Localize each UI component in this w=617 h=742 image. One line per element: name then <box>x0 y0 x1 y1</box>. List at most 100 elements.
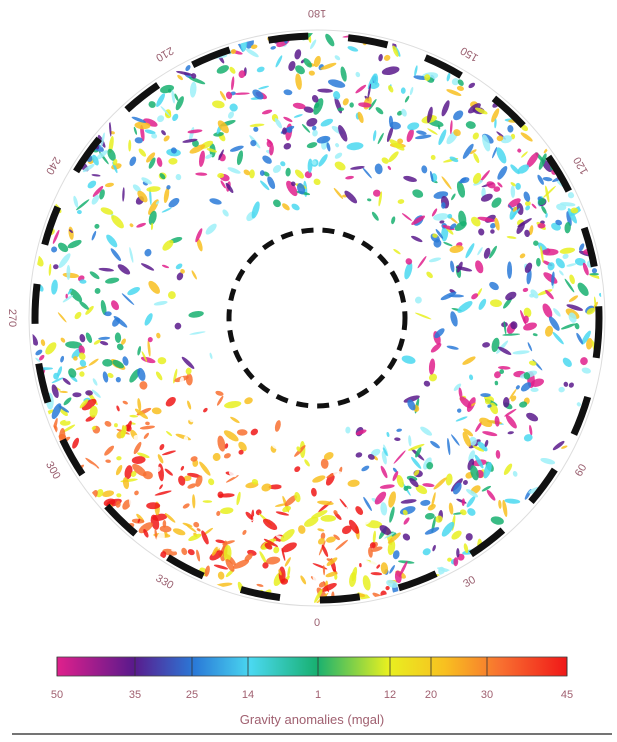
anomaly-patch <box>498 500 502 509</box>
anomaly-patch <box>427 128 438 136</box>
longitude-label: 60 <box>573 462 590 479</box>
anomaly-patch <box>128 247 134 263</box>
anomaly-patch <box>228 102 239 113</box>
anomaly-patch <box>459 508 468 516</box>
anomaly-patch <box>162 134 170 142</box>
anomaly-patch <box>84 332 93 344</box>
anomaly-patch <box>186 373 193 385</box>
anomaly-patch <box>57 312 67 323</box>
anomaly-patch <box>215 63 230 75</box>
anomaly-patch <box>192 494 196 508</box>
anomaly-patch <box>567 191 576 200</box>
anomaly-patch <box>271 198 282 209</box>
anomaly-patch <box>403 175 418 183</box>
anomaly-patch <box>396 428 402 432</box>
anomaly-patch <box>519 252 526 259</box>
anomaly-patch <box>552 307 562 318</box>
anomaly-patch <box>317 88 333 93</box>
longitude-label: 210 <box>154 44 176 64</box>
anomaly-patch <box>496 165 510 182</box>
anomaly-patch <box>507 261 512 279</box>
anomaly-patch <box>432 544 437 551</box>
anomaly-patch <box>231 483 245 493</box>
anomaly-patch <box>544 325 554 338</box>
anomaly-patch <box>109 247 122 262</box>
anomaly-patch <box>158 443 165 451</box>
anomaly-patch <box>335 539 349 551</box>
anomaly-patch <box>48 264 51 276</box>
anomaly-patch <box>446 438 451 455</box>
anomaly-patch <box>260 170 265 176</box>
anomaly-patch <box>576 401 582 407</box>
anomaly-patch <box>165 430 172 437</box>
anomaly-patch <box>372 530 376 543</box>
anomaly-patch <box>168 291 177 300</box>
anomaly-patch <box>387 84 395 93</box>
anomaly-patch <box>345 554 351 572</box>
anomaly-patch <box>347 479 360 487</box>
anomaly-patch <box>507 431 514 435</box>
anomaly-patch <box>115 464 124 476</box>
anomaly-patch <box>378 54 384 62</box>
anomaly-patch <box>345 175 354 180</box>
anomaly-patch <box>512 350 529 355</box>
anomaly-patch <box>566 263 576 268</box>
anomaly-patch <box>161 207 172 213</box>
anomaly-patch <box>82 433 91 445</box>
anomaly-patch <box>104 233 119 249</box>
anomaly-patch <box>542 176 552 181</box>
anomaly-patch <box>408 435 412 447</box>
anomaly-patch <box>575 281 590 298</box>
anomaly-patch <box>137 346 142 356</box>
anomaly-patch <box>53 264 59 269</box>
anomaly-patch <box>429 440 441 450</box>
anomaly-patch <box>256 66 265 74</box>
anomaly-patch <box>156 114 166 124</box>
anomaly-patch <box>215 582 233 588</box>
anomaly-patch <box>504 498 520 504</box>
anomaly-patch <box>380 156 390 165</box>
anomaly-patch <box>464 242 476 259</box>
anomaly-patch <box>413 65 418 77</box>
anomaly-patch <box>430 154 436 161</box>
anomaly-patch <box>293 168 305 180</box>
anomaly-patch <box>158 484 163 490</box>
anomaly-patch <box>40 339 46 347</box>
anomaly-patch <box>67 367 78 379</box>
anomaly-patch <box>449 310 459 327</box>
anomaly-patch <box>560 322 575 330</box>
anomaly-patch <box>154 300 168 306</box>
anomaly-patch <box>349 102 354 107</box>
anomaly-patch <box>425 270 434 279</box>
anomaly-patch <box>245 498 251 504</box>
anomaly-patch <box>448 502 454 515</box>
anomaly-patch <box>129 415 138 418</box>
anomaly-patch <box>109 299 120 312</box>
anomaly-patch <box>99 340 108 346</box>
anomaly-patch <box>102 371 109 383</box>
anomaly-patch <box>59 391 68 393</box>
anomaly-patch <box>361 575 371 592</box>
anomaly-patch <box>305 116 319 128</box>
anomaly-patch <box>60 337 66 344</box>
anomaly-patch <box>67 287 84 304</box>
anomaly-patch <box>421 165 428 174</box>
anomaly-patch <box>311 474 326 484</box>
anomaly-patch <box>162 264 170 269</box>
anomaly-patch <box>482 430 498 437</box>
anomaly-patch <box>224 400 242 410</box>
anomaly-patch <box>175 174 181 181</box>
anomaly-patch <box>120 440 130 449</box>
anomaly-patch <box>140 262 155 272</box>
anomaly-patch <box>139 381 147 390</box>
anomaly-patch <box>490 515 505 526</box>
anomaly-patch <box>311 435 323 446</box>
anomaly-patch <box>172 527 186 537</box>
anomaly-patch <box>73 311 83 321</box>
anomaly-patch <box>209 352 213 359</box>
anomaly-patch <box>506 236 516 240</box>
anomaly-patch <box>525 411 540 423</box>
anomaly-patch <box>401 87 406 93</box>
anomaly-patch <box>196 512 204 521</box>
anomaly-patch <box>528 425 532 436</box>
